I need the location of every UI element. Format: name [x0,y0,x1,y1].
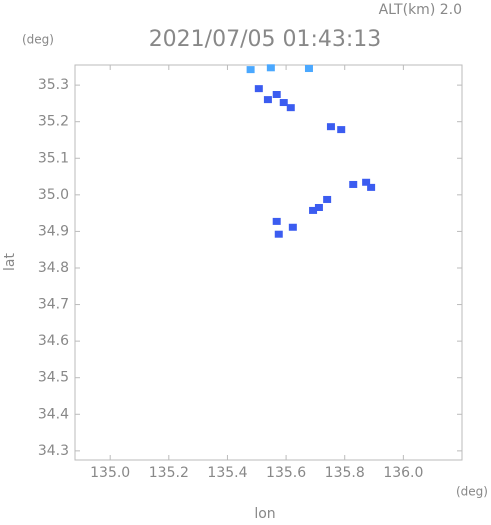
echo-cell [323,195,332,203]
echo-cell [279,99,288,107]
echo-cell [266,64,275,72]
x-tick-label: 135.0 [90,465,130,481]
y-tick-label: 34.5 [38,370,69,386]
echo-cell [337,126,346,134]
y-tick-label: 34.3 [38,443,69,459]
echo-cell [304,65,313,73]
chart-title: 2021/07/05 01:43:13 [149,27,382,52]
x-tick-label: 136.0 [383,465,423,481]
y-tick-label: 34.6 [38,333,69,349]
x-tick-label: 135.2 [149,465,189,481]
echo-cell [326,123,335,131]
x-axis-title: lon [254,506,275,521]
y-tick-label: 34.9 [38,223,69,239]
y-tick-label: 34.7 [38,297,69,313]
x-unit: (deg) [456,485,488,499]
y-tick-label: 34.4 [38,406,69,422]
echo-cell [349,180,358,188]
echo-cell [314,204,323,212]
echo-cell [274,230,283,238]
x-tick-label: 135.6 [266,465,306,481]
echo-cell [272,217,281,225]
y-unit: (deg) [22,33,54,47]
echo-cell [254,85,263,93]
echo-cell [362,178,371,186]
x-tick-label: 135.8 [325,465,365,481]
y-tick-label: 35.3 [38,77,69,93]
subtitle: ALT(km) 2.0 [379,2,462,18]
y-axis-title: lat [2,253,18,271]
plot-frame [74,64,463,461]
y-tick-label: 34.8 [38,260,69,276]
y-tick-label: 35.2 [38,114,69,130]
y-tick-label: 35.0 [38,187,69,203]
echo-cell [263,96,272,104]
y-tick-label: 35.1 [38,150,69,166]
echo-cell [288,223,297,231]
echo-cell [246,66,255,74]
echo-cell [286,104,295,112]
echo-cell [367,183,376,191]
echo-cell [309,206,318,214]
x-tick-label: 135.4 [207,465,247,481]
echo-cell [272,90,281,98]
